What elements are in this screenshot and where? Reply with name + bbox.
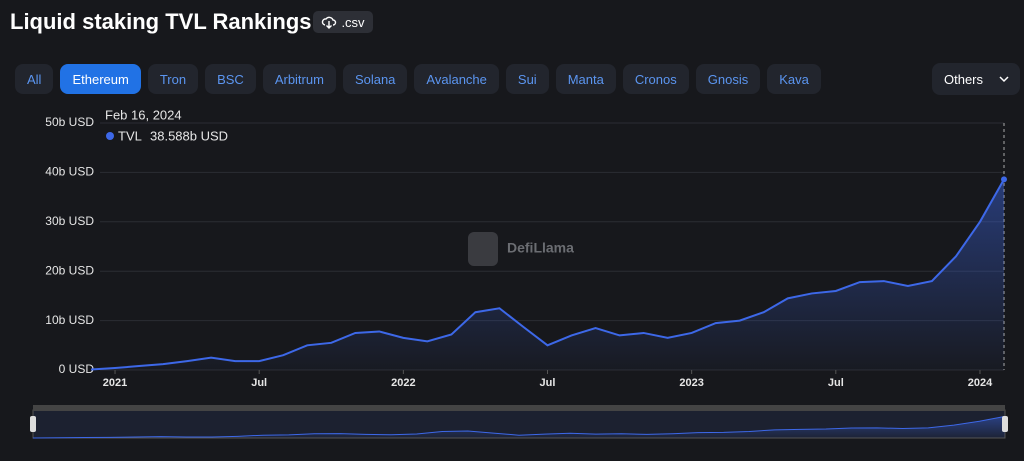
dropdown-label: Others <box>944 71 984 87</box>
csv-label: .csv <box>341 14 365 30</box>
dropdown[interactable]: Others <box>932 63 1020 95</box>
page-title: Liquid staking TVL Rankings <box>10 9 312 34</box>
y-tick-label: 30b USD <box>45 214 94 228</box>
x-tick-label: 2021 <box>103 377 127 389</box>
watermark: DefiLlama <box>507 240 574 256</box>
watermark-logo <box>468 232 498 266</box>
area <box>91 179 1004 370</box>
y-tick-label: 20b USD <box>45 263 94 277</box>
tooltip-series: TVL <box>118 128 142 143</box>
line <box>90 178 1005 371</box>
y-tick-label: 40b USD <box>45 165 94 179</box>
navigator-handle <box>30 416 36 432</box>
tab[interactable]: Solana <box>342 64 408 94</box>
tab-bar: All Ethereum Tron BSC Arbitrum Solana Avalanch… <box>15 64 821 94</box>
x-tick-label: Jul <box>828 377 844 389</box>
y-tick-label: 10b USD <box>45 313 94 327</box>
y-tick-label: 50b USD <box>45 115 94 129</box>
x-tick-label: 2022 <box>391 377 415 389</box>
x-tick-label: Jul <box>251 377 267 389</box>
tab[interactable]: Kava <box>767 64 821 94</box>
tab[interactable]: Tron <box>147 64 199 94</box>
tab[interactable]: Ethereum <box>60 64 141 94</box>
tooltip-date: Feb 16, 2024 <box>105 107 182 122</box>
tab[interactable]: Avalanche <box>414 64 499 94</box>
tooltip-value: 38.588b USD <box>150 128 228 143</box>
download-icon <box>322 16 337 29</box>
navigator-bar <box>33 405 1005 411</box>
tab[interactable]: Gnosis <box>695 64 761 94</box>
csv-button[interactable]: .csv <box>313 11 373 33</box>
tab[interactable]: Sui <box>505 64 549 94</box>
x-tick-label: 2024 <box>968 377 993 389</box>
tab[interactable]: Arbitrum <box>262 64 336 94</box>
area <box>33 416 1005 438</box>
tab[interactable]: Cronos <box>622 64 689 94</box>
navigator-handle <box>1002 416 1008 432</box>
tab[interactable]: Manta <box>555 64 616 94</box>
line <box>32 415 1006 439</box>
tooltip-marker <box>106 132 114 140</box>
tab[interactable]: All <box>15 64 54 94</box>
chevron <box>999 76 1009 83</box>
y-tick-label: 0 USD <box>59 362 95 376</box>
x-tick-label: Jul <box>540 377 556 389</box>
hover-point <box>1001 176 1007 183</box>
x-tick-label: 2023 <box>679 377 703 389</box>
tab[interactable]: BSC <box>205 64 256 94</box>
